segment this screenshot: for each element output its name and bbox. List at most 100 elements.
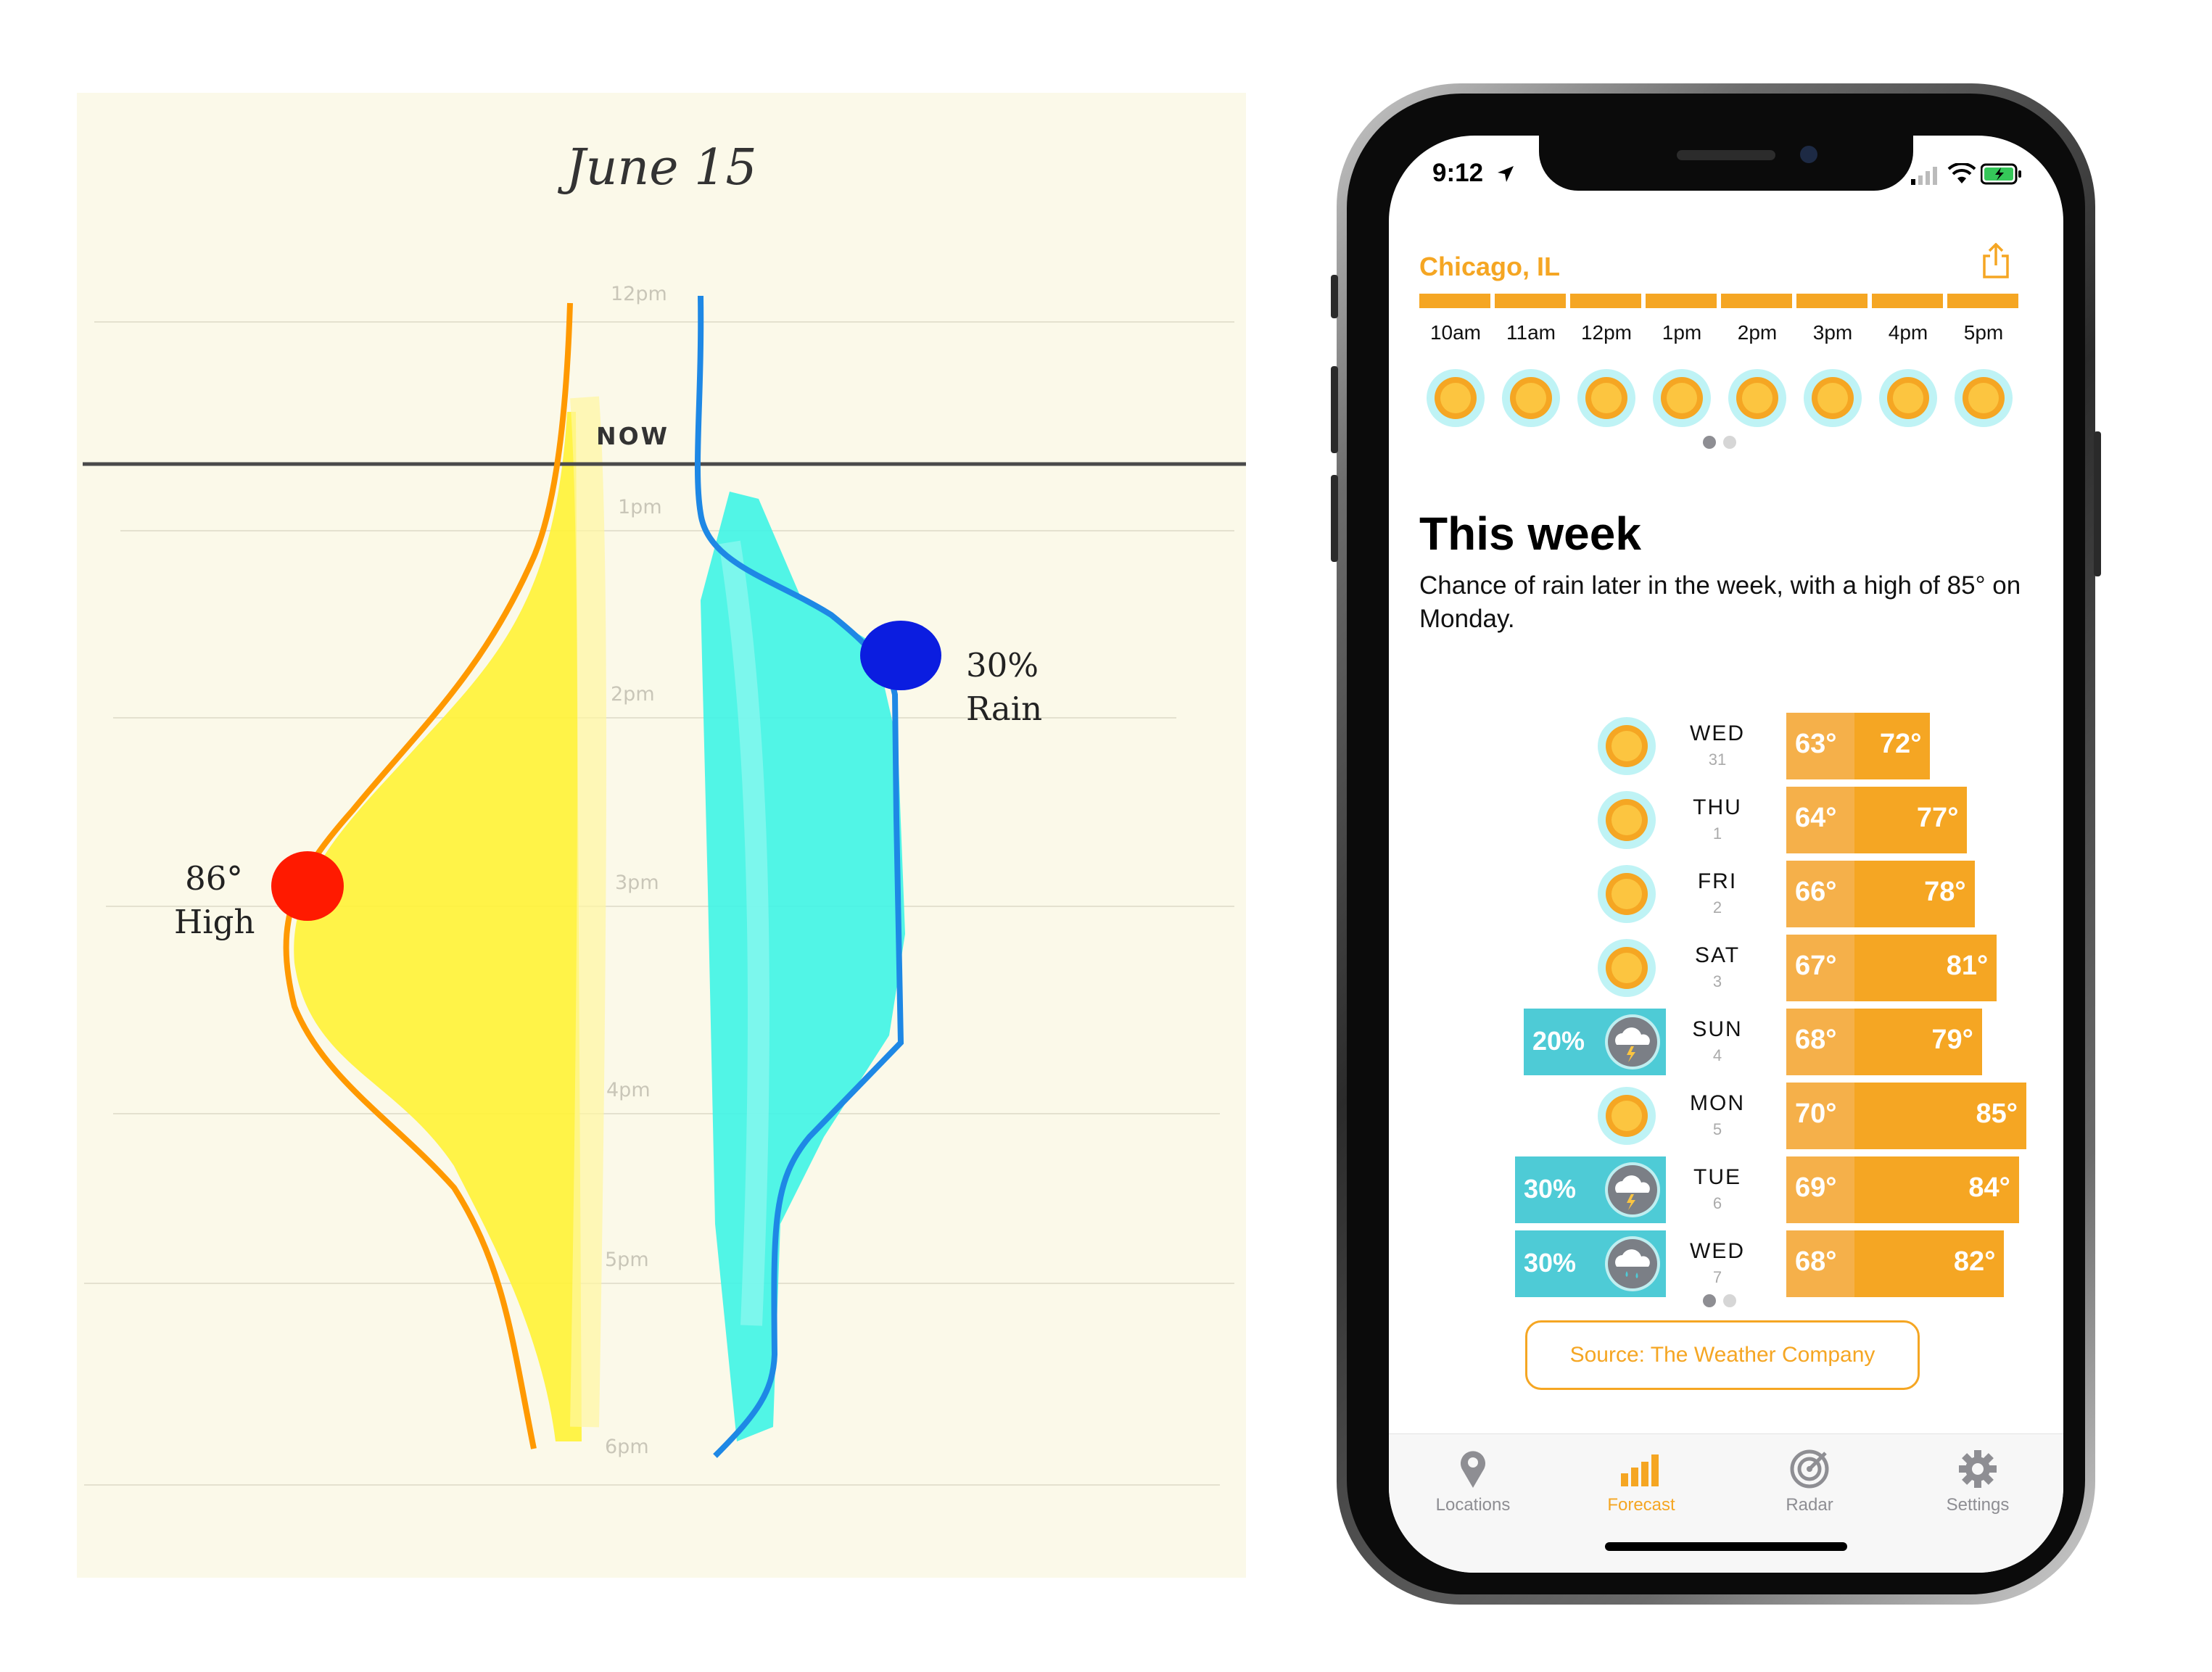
high-temp-annotation: 86° High [174,857,255,944]
sun-icon [1577,369,1635,427]
temperature-fill [294,412,582,1441]
day-row[interactable]: WED 31 63° 72° [1389,713,2063,779]
high-temp: 72° [1879,729,1922,759]
day-name: TUE [1693,1165,1741,1189]
hour-label: 5pm [1963,321,2004,344]
day-row[interactable]: 30% WED 7 68° 82° [1389,1230,2063,1297]
sun-icon [1955,369,2013,427]
day-row[interactable]: 30% TUE 6 69° 84° [1389,1156,2063,1223]
day-date: 4 [1712,1046,1722,1064]
day-row[interactable]: 20% SUN 4 68° 79° [1389,1009,2063,1075]
hour-label: 12pm [611,283,667,305]
page-dot[interactable] [1723,436,1736,449]
page-dot-active[interactable] [1703,436,1716,449]
rain-caption: Rain [966,690,1043,728]
bar-chart-icon [1621,1454,1659,1486]
hour-bar [1721,294,1792,308]
hour-label: 11am [1506,321,1556,344]
hour-label: 4pm [1888,321,1928,344]
low-temp-box [1786,935,1854,1001]
sun-icon [1879,369,1937,427]
low-temp: 63° [1795,729,1837,759]
front-camera [1800,146,1817,163]
status-time: 9:12 [1432,159,1484,187]
source-button[interactable]: Source: The Weather Company [1525,1320,1920,1390]
phone-frame: 9:12 [1331,83,2101,1605]
day-date: 5 [1712,1120,1722,1138]
tab-label: Locations [1435,1495,1511,1515]
tab-forecast[interactable]: Forecast [1576,1449,1707,1515]
hour-label: 4pm [606,1079,651,1101]
sun-icon [1804,369,1862,427]
hour-label: 1pm [1662,321,1702,344]
speaker [1677,150,1775,160]
hour-label: 3pm [1812,321,1853,344]
hour-bar [1570,294,1641,308]
high-temp-caption: High [174,903,255,941]
sun-icon [1427,369,1485,427]
day-date: 31 [1708,750,1727,769]
city-title[interactable]: Chicago, IL [1419,252,1561,281]
day-date: 7 [1712,1268,1722,1286]
signal-icon [1911,167,1937,185]
day-date: 1 [1712,824,1722,843]
hour-bar [1947,294,2018,308]
high-temp: 78° [1924,877,1966,907]
week-summary: Chance of rain later in the week, with a… [1419,571,2021,633]
sun-icon [1598,717,1656,775]
low-temp-box [1786,1083,1854,1149]
day-row[interactable]: MON 5 70° 85° [1389,1083,2063,1149]
gear-icon [1959,1450,1997,1488]
sun-icon [1598,1087,1656,1145]
tab-locations[interactable]: Locations [1408,1449,1538,1515]
hourly-page-dots[interactable] [1699,436,1740,452]
tab-bar: Locations Forecast Rad [1389,1433,2063,1573]
low-temp-box [1786,1230,1854,1297]
battery-icon [1981,163,2021,185]
hour-label: 12pm [1580,321,1633,344]
power-button [2094,431,2101,576]
phone-screen: 9:12 [1389,136,2063,1573]
page-dot-active[interactable] [1703,1294,1716,1307]
low-temp: 69° [1795,1172,1837,1203]
low-temp-box [1786,787,1854,853]
day-date: 6 [1712,1194,1722,1212]
thunderstorm-icon [1605,1162,1660,1217]
sun-icon [1728,369,1786,427]
high-temp-value: 86° [185,859,243,898]
hour-label: 10am [1429,321,1482,344]
day-row[interactable]: SAT 3 67° 81° [1389,935,2063,1001]
weekly-page-dots[interactable] [1699,1294,1740,1311]
day-row[interactable]: THU 1 64° 77° [1389,787,2063,853]
day-name: WED [1690,1239,1745,1263]
sun-icon [1653,369,1711,427]
location-arrow-icon [1498,166,1514,182]
hour-label: 1pm [618,496,662,518]
notch [1539,136,1913,191]
tab-radar[interactable]: Radar [1744,1449,1875,1515]
low-temp: 66° [1795,877,1837,907]
map-pin-icon [1461,1451,1485,1488]
high-temp: 82° [1953,1246,1996,1277]
low-temp-box [1786,1156,1854,1223]
low-temp-box [1786,1009,1854,1075]
home-indicator[interactable] [1605,1542,1847,1551]
week-title: This week [1419,508,1641,560]
rain-dot [860,621,941,690]
day-row[interactable]: FRI 2 66° 78° [1389,861,2063,927]
sun-icon [1502,369,1560,427]
hour-bar [1646,294,1717,308]
day-name: THU [1693,795,1742,819]
day-name: SUN [1692,1017,1743,1041]
tab-label: Settings [1946,1495,2010,1515]
sun-icon [1598,865,1656,923]
thunderstorm-icon [1605,1014,1660,1069]
radar-icon [1790,1449,1829,1489]
hour-label: 3pm [615,872,659,894]
share-icon[interactable] [1981,243,2011,279]
low-temp: 70° [1795,1098,1837,1129]
hour-label: 5pm [605,1249,649,1271]
page-dot[interactable] [1723,1294,1736,1307]
tab-settings[interactable]: Settings [1912,1449,2043,1515]
phone-bezel: 9:12 [1347,94,2085,1594]
